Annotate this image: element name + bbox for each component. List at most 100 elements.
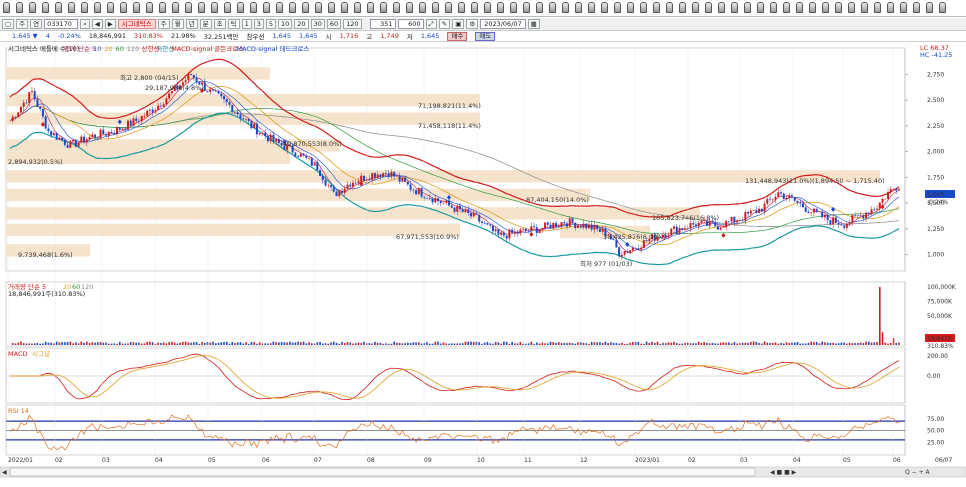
volume-bar — [854, 343, 856, 345]
open-label: 시 — [325, 33, 332, 41]
left-label-2[interactable]: 연 — [30, 19, 43, 29]
candle-body — [426, 198, 429, 199]
candle-body — [555, 223, 558, 228]
save-icon[interactable]: ▣ — [452, 19, 465, 29]
period-week[interactable]: 월 — [171, 19, 184, 29]
volume-bar — [121, 343, 124, 345]
volume-bar — [643, 343, 645, 345]
candle-body — [302, 153, 305, 156]
candle-body — [681, 227, 684, 230]
volume-bar — [604, 341, 607, 345]
date-input[interactable]: 2023/06/07 — [480, 19, 526, 29]
sell-button[interactable]: 매도 — [475, 31, 496, 41]
candle-body — [653, 234, 656, 241]
candle-body — [546, 222, 549, 225]
volume-bar — [450, 343, 453, 345]
count-20[interactable]: 20 — [294, 19, 309, 29]
candle-body — [181, 82, 184, 86]
volume-bar — [225, 341, 228, 345]
next-arrow-icon[interactable]: ▶ — [104, 19, 116, 29]
tools-icon[interactable]: ✎ — [438, 19, 451, 29]
volume-profile-band — [6, 207, 700, 220]
volume-bar — [747, 342, 749, 345]
candle-body — [431, 198, 434, 203]
volume-bar — [744, 342, 747, 345]
ma-legend-item: 종가 단순 5 — [64, 44, 96, 53]
signal-marker — [529, 231, 534, 237]
volume-bar — [83, 342, 85, 345]
volume-bar — [848, 342, 851, 345]
period-day[interactable]: 주 — [157, 19, 170, 29]
window-icon[interactable]: ▢ — [2, 19, 15, 29]
calendar-icon[interactable]: ▦ — [527, 19, 540, 29]
stock-code-input[interactable]: 033170 — [44, 19, 79, 29]
volume-bar — [368, 343, 371, 345]
period-tick[interactable]: 틱 — [227, 19, 240, 29]
spiral-ring — [29, 2, 36, 13]
left-label-1[interactable]: 주 — [16, 19, 29, 29]
buy-button[interactable]: 매수 — [447, 31, 468, 41]
candle-body — [478, 214, 481, 222]
count-60[interactable]: 60 — [326, 19, 342, 29]
period-month[interactable]: 년 — [185, 19, 198, 29]
volume-bar — [338, 343, 341, 345]
prev-arrow-icon[interactable]: ◀ — [91, 19, 103, 29]
search-icon[interactable]: ⌕ — [80, 19, 90, 29]
volume-ma-120: 120 — [81, 283, 93, 291]
volume-bar — [75, 342, 77, 345]
candle-body — [489, 224, 492, 226]
count-30[interactable]: 30 — [310, 19, 325, 29]
candle-body — [571, 218, 574, 224]
count-120[interactable]: 120 — [343, 19, 362, 29]
x-axis-label: 02 — [55, 457, 63, 464]
zoom-controls-icon[interactable]: Q − + A — [905, 469, 930, 476]
band-label-8: 105,823,746(16.8%) — [652, 214, 719, 222]
volume-bar — [53, 343, 55, 345]
count-input-2[interactable]: 600 — [397, 19, 424, 29]
volume-axis-label: 75,000K — [927, 298, 953, 305]
count-10[interactable]: 10 — [278, 19, 293, 29]
volume-bar — [61, 342, 63, 345]
ma-legend-item: 상한선 — [142, 44, 160, 53]
period-second[interactable]: 초 — [213, 19, 226, 29]
scroll-nav-icon[interactable]: ◀ ■ ■ ▶ — [770, 469, 797, 476]
volume-bar — [599, 342, 601, 345]
volume-bar — [541, 342, 544, 345]
settings-gear-icon[interactable]: ⚙ — [466, 19, 479, 29]
spiral-ring — [809, 2, 816, 13]
scroll-thumb[interactable] — [9, 467, 756, 477]
candle-body — [637, 248, 640, 250]
volume-bar — [621, 342, 623, 345]
candle-body — [294, 152, 297, 157]
volume-bar — [632, 342, 634, 345]
candle-body — [848, 222, 851, 224]
spiral-ring — [16, 2, 23, 13]
count-5[interactable]: 5 — [265, 19, 276, 29]
chart-area[interactable]: 시그네틱스 메틀메 수(10) 종가 단순 5 10 20 60 120 상한선 하한선 MA… — [0, 42, 966, 487]
volume-ratio: 310.83% — [134, 32, 163, 40]
volume-title: 거래량 단순 5 — [8, 282, 46, 291]
volume-tag-bg — [925, 334, 955, 342]
candle-body — [17, 112, 20, 118]
count-3[interactable]: 3 — [253, 19, 264, 29]
volume-bar — [374, 341, 376, 345]
volume-bar — [859, 342, 862, 345]
period-minute[interactable]: 분 — [199, 19, 212, 29]
stock-chart-svg[interactable]: 시그네틱스 메틀메 수(10) 종가 단순 510 20 60 120 상한선하한선MA… — [0, 42, 966, 487]
candle-body — [837, 223, 840, 225]
candle-body — [382, 173, 385, 177]
volume-bar — [77, 343, 80, 345]
candle-body — [856, 215, 859, 216]
candle-body — [623, 251, 626, 255]
candle-body — [415, 190, 418, 195]
volume-bar — [505, 341, 508, 345]
candle-body — [442, 202, 445, 204]
zoom-icon[interactable]: ⤢ — [425, 19, 437, 29]
volume-bar — [11, 343, 14, 345]
count-1[interactable]: 1 — [241, 19, 252, 29]
scroll-left-icon[interactable]: ◀ — [2, 469, 7, 476]
x-axis-label: 06/07 — [935, 457, 952, 464]
count-input[interactable]: 351 — [369, 19, 396, 29]
candle-body — [670, 228, 673, 236]
candle-body — [351, 182, 354, 187]
